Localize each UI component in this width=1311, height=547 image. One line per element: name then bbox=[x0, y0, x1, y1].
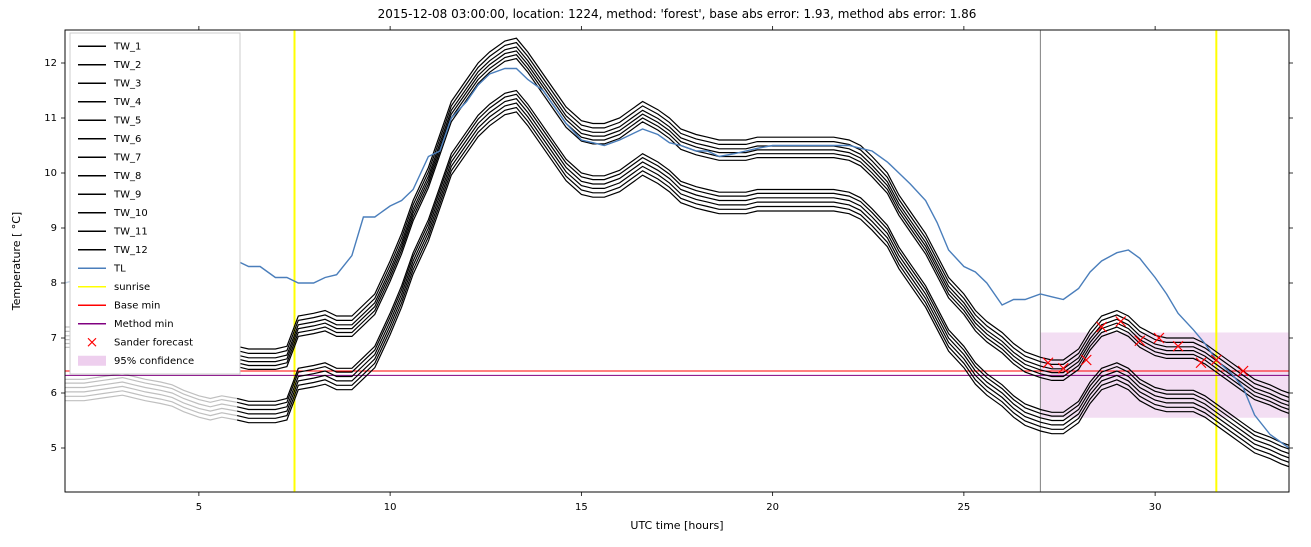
ytick-label: 7 bbox=[51, 333, 57, 344]
xtick-label: 25 bbox=[958, 502, 971, 513]
ytick-label: 12 bbox=[44, 58, 57, 69]
ytick-label: 10 bbox=[44, 168, 57, 179]
legend-label: sunrise bbox=[114, 282, 150, 293]
xlabel: UTC time [hours] bbox=[630, 519, 723, 532]
xtick-label: 20 bbox=[766, 502, 779, 513]
legend-label: TW_11 bbox=[113, 226, 148, 237]
xtick-label: 5 bbox=[196, 502, 202, 513]
legend-label: TW_10 bbox=[113, 208, 148, 219]
legend-label: TW_6 bbox=[113, 134, 141, 145]
ytick-label: 6 bbox=[51, 388, 57, 399]
legend-label: 95% confidence bbox=[114, 356, 194, 367]
legend-label: TW_12 bbox=[113, 245, 148, 256]
legend-label: Base min bbox=[114, 300, 160, 311]
chart-container: 5 10 15 20 25 30 5 6 7 8 9 10 11 12 UTC time [hours] Te… bbox=[0, 0, 1311, 547]
chart-title: 2015-12-08 03:00:00, location: 1224, met… bbox=[378, 7, 977, 21]
xtick-label: 30 bbox=[1149, 502, 1162, 513]
ytick-label: 8 bbox=[51, 278, 57, 289]
legend-label: TL bbox=[113, 263, 126, 274]
legend-label: TW_2 bbox=[113, 60, 141, 71]
ytick-label: 9 bbox=[51, 223, 57, 234]
legend-item: 95% confidence bbox=[78, 356, 194, 367]
legend-label: TW_4 bbox=[113, 97, 141, 108]
ylabel: Temperature [ °C] bbox=[10, 212, 23, 311]
legend-label: Sander forecast bbox=[114, 337, 193, 348]
xtick-label: 10 bbox=[384, 502, 397, 513]
legend-label: TW_1 bbox=[113, 41, 141, 52]
ytick-label: 11 bbox=[44, 113, 57, 124]
legend-label: TW_3 bbox=[113, 78, 141, 89]
temperature-timeseries-chart: 5 10 15 20 25 30 5 6 7 8 9 10 11 12 UTC time [hours] Te… bbox=[0, 0, 1311, 547]
legend-label: Method min bbox=[114, 319, 174, 330]
legend: TW_1 TW_2 TW_3 TW_4 TW_5 TW_6 TW_7 TW_8 TW_9 TW_1… bbox=[70, 33, 240, 374]
legend-label: TW_7 bbox=[113, 152, 141, 163]
xtick-label: 15 bbox=[575, 502, 588, 513]
legend-label: TW_5 bbox=[113, 115, 141, 126]
legend-label: TW_9 bbox=[113, 189, 141, 200]
ytick-label: 5 bbox=[51, 443, 57, 454]
legend-label: TW_8 bbox=[113, 171, 141, 182]
